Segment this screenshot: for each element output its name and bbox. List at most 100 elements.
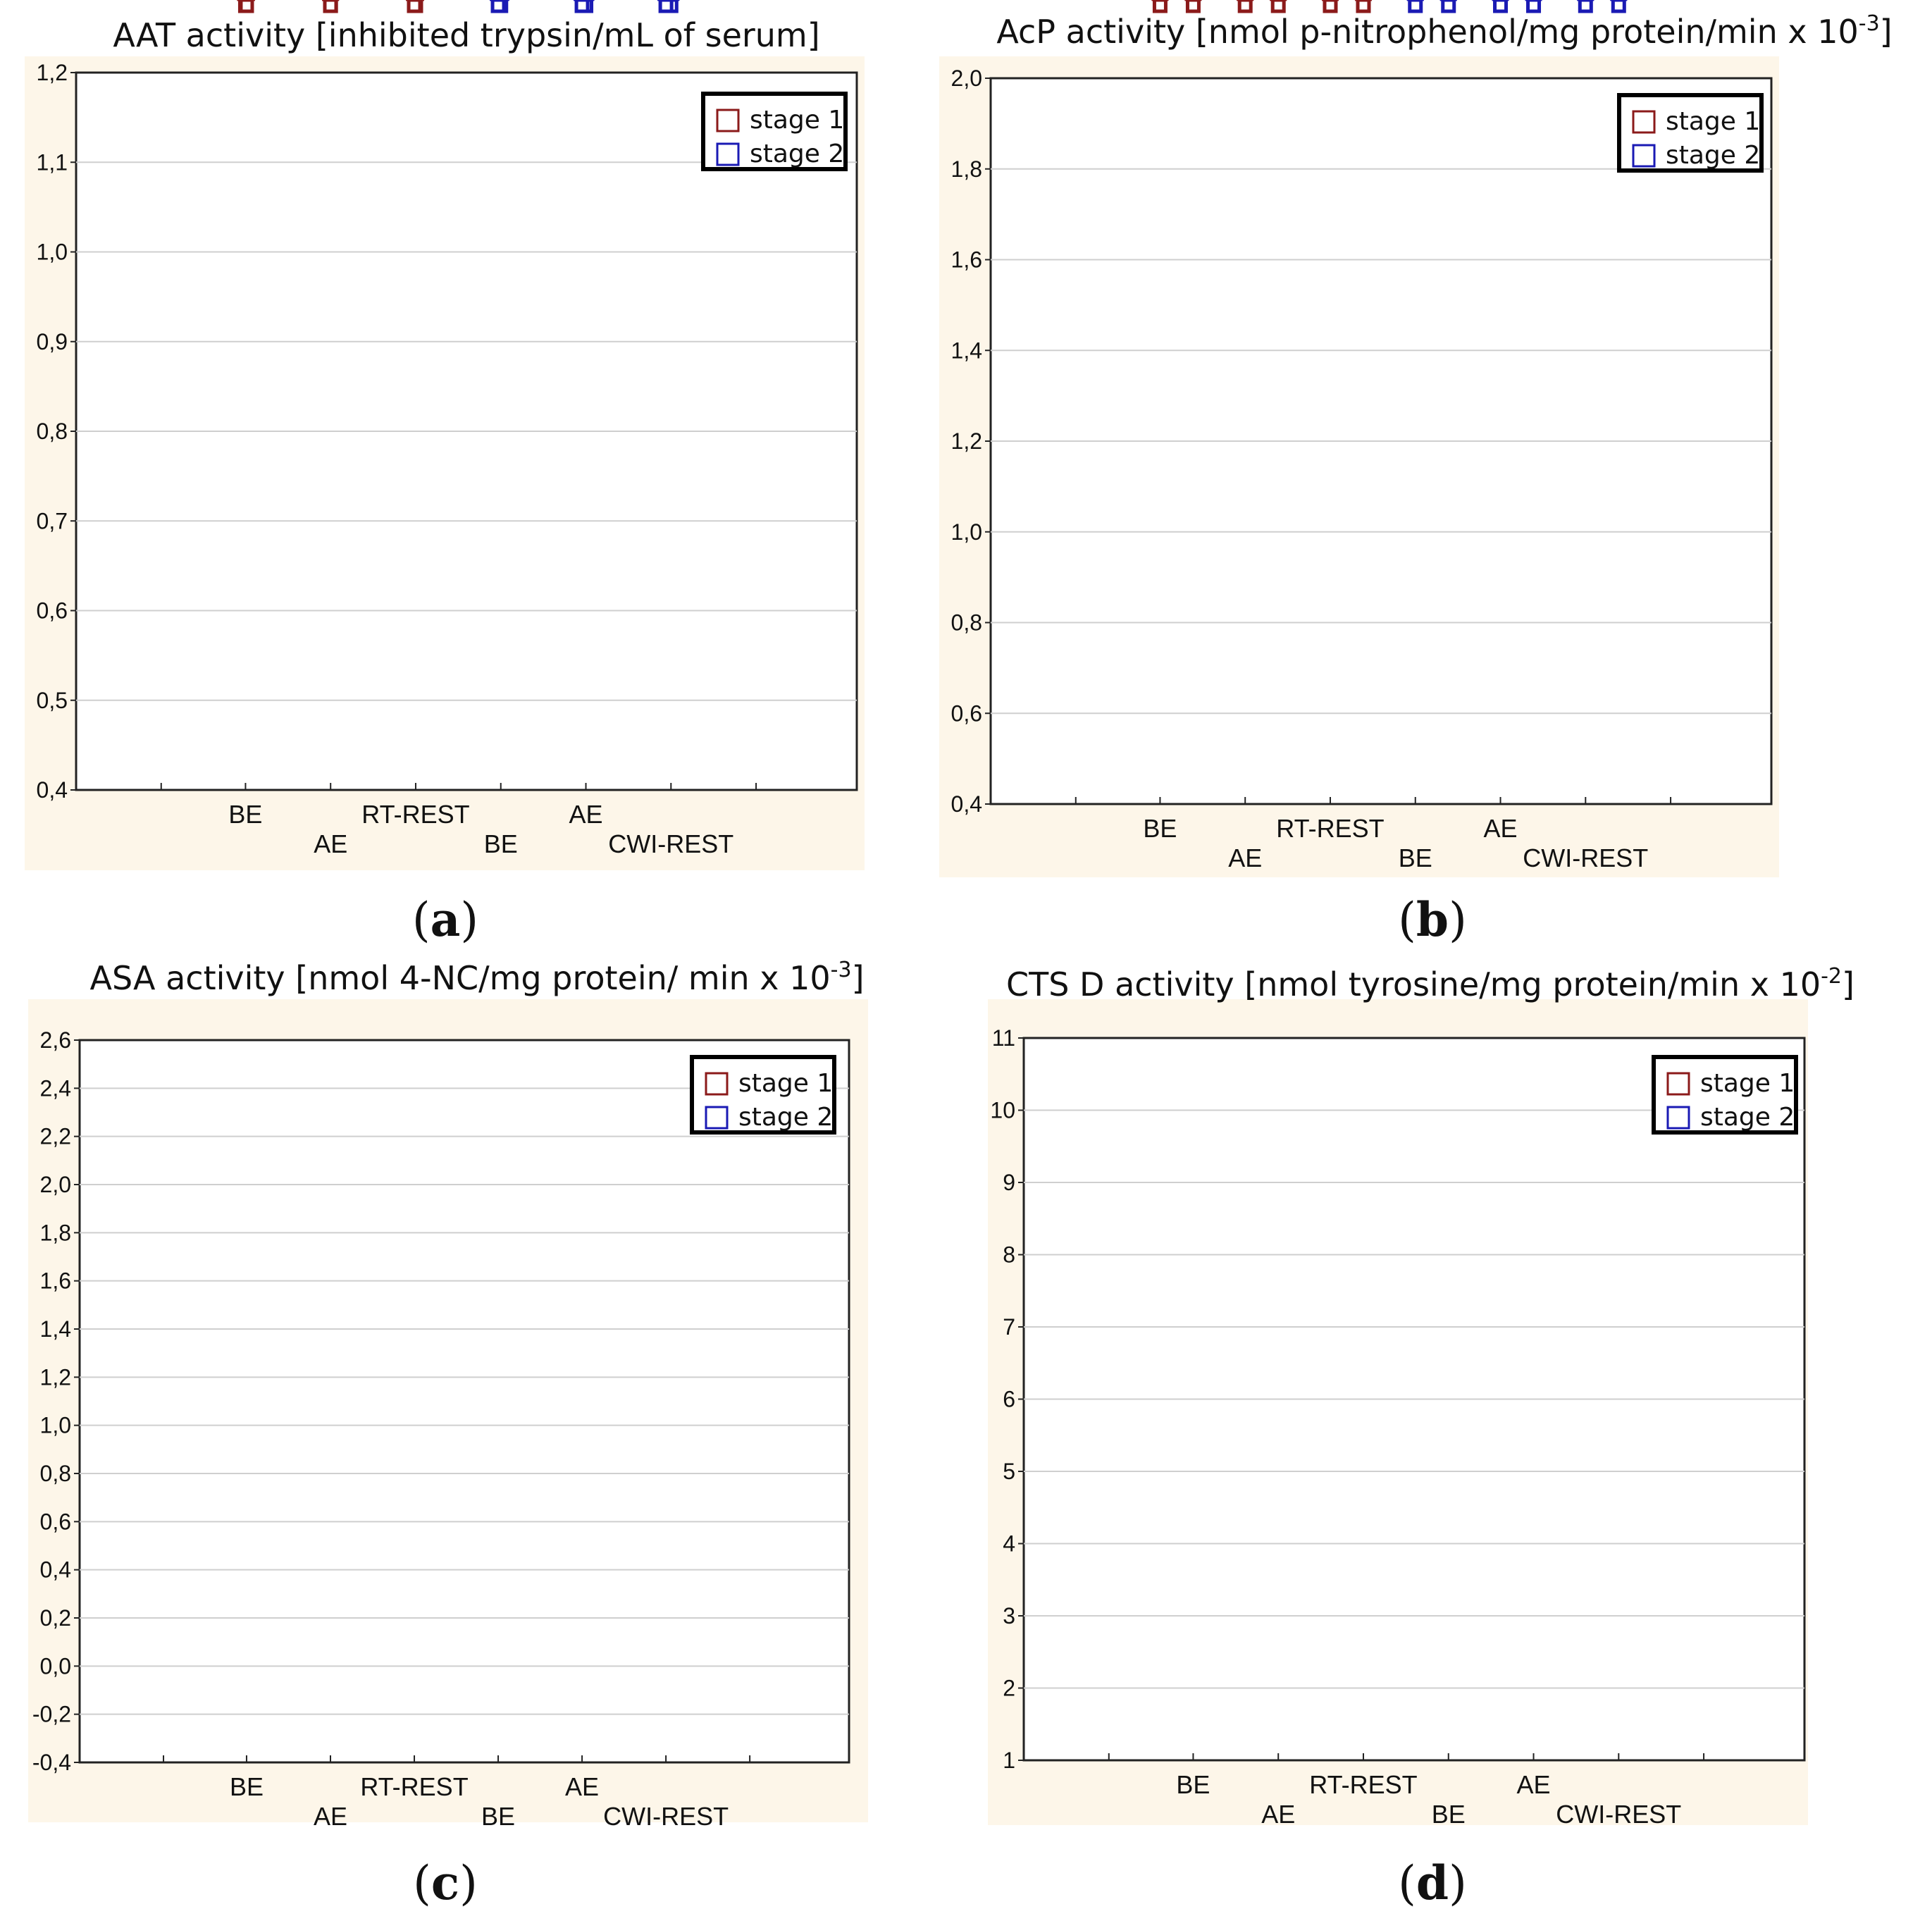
category-label: CWI-REST [603, 1802, 729, 1831]
y-tick-label: 10 [990, 1098, 1015, 1123]
y-tick-label: -0,2 [32, 1702, 71, 1727]
y-tick-label: 1,0 [37, 240, 68, 265]
box-stage1-ae-mean-marker [1237, 0, 1253, 13]
box-stage2-cwi-rest-mean-marker [658, 0, 674, 13]
category-label: RT-REST [1309, 1770, 1417, 1799]
chart-title-main: AAT activity [inhibited trypsin/mL of se… [113, 16, 819, 54]
chart-title-main: CTS D activity [nmol tyrosine/mg protein… [1006, 965, 1821, 1003]
legend-label-stage1: stage 1 [1666, 107, 1760, 136]
category-label: AE [565, 1772, 599, 1801]
legend: stage 1 stage 2 [1652, 1055, 1798, 1135]
legend-swatch-stage2 [1632, 144, 1656, 168]
y-tick-label: 1,2 [951, 428, 982, 454]
y-tick-label: 7 [1003, 1314, 1015, 1340]
y-tick-label: 2,4 [40, 1075, 71, 1101]
y-tick-label: 0,4 [40, 1557, 71, 1583]
plot-area [78, 1039, 850, 1764]
y-tick-label: 1,4 [951, 338, 982, 363]
chart-panel-b: 0,4 0,6 0,8 1,0 1,2 1,4 1,6 1,8 2,0 BE AE RT-REST BE… [939, 0, 1893, 947]
y-tick-label: 0,2 [40, 1605, 71, 1631]
y-tick-label: 0,8 [951, 610, 982, 636]
panel-letter-close: ) [459, 1856, 478, 1910]
category-label: BE [1432, 1800, 1466, 1829]
panel-letter: (c) [413, 1855, 478, 1910]
y-tick-label: 2,0 [951, 66, 982, 91]
y-tick-label: 0,6 [951, 700, 982, 726]
category-label: AE [314, 829, 347, 858]
legend-label-stage1: stage 1 [738, 1069, 833, 1098]
chart-title-tail: ] [1880, 13, 1893, 51]
legend-swatch-stage2 [705, 1106, 729, 1130]
chart-title: ASA activity [nmol 4-NC/mg protein/ min … [89, 958, 864, 997]
box-stage1-rt-rest-mean-marker [1323, 0, 1338, 13]
chart-title-superscript: -2 [1821, 964, 1842, 989]
box-stage1-ae-mean-marker [1270, 0, 1286, 13]
box-stage2-be-mean-marker [490, 0, 506, 13]
y-tick-label: 1 [1003, 1748, 1015, 1773]
category-label: RT-REST [361, 800, 469, 829]
category-label: CWI-REST [1556, 1800, 1681, 1829]
y-tick-label: 0,7 [37, 508, 68, 533]
panel-letter-open: ( [413, 1856, 431, 1910]
category-label: RT-REST [1276, 814, 1384, 843]
legend-swatch-stage2 [716, 142, 740, 166]
legend-swatch-stage1 [1666, 1072, 1690, 1096]
chart-title: CTS D activity [nmol tyrosine/mg protein… [1006, 964, 1854, 1003]
legend-label-stage2: stage 2 [750, 140, 844, 168]
legend-swatch-stage1 [1632, 110, 1656, 134]
y-tick-label: 1,2 [37, 60, 68, 85]
y-tick-label: 1,0 [951, 519, 982, 545]
chart-title-main: ASA activity [nmol 4-NC/mg protein/ min … [89, 959, 830, 997]
category-label: BE [230, 1772, 264, 1801]
y-tick-label: 0,4 [951, 791, 982, 817]
panel-letter-char: c [431, 1855, 459, 1910]
legend-swatch-stage1 [705, 1072, 729, 1096]
y-tick-label: 2,6 [40, 1027, 71, 1053]
box-stage2-be-mean-marker [1441, 0, 1456, 13]
legend: stage 1 stage 2 [690, 1055, 836, 1135]
category-label: BE [1143, 814, 1177, 843]
box-stage1-be-mean-marker [1152, 0, 1168, 13]
category-label: AE [1484, 814, 1518, 843]
legend-label-stage2: stage 2 [1666, 141, 1760, 170]
y-tick-label: 11 [992, 1025, 1015, 1051]
y-tick-label: 2,2 [40, 1124, 71, 1149]
category-label: AE [1517, 1770, 1551, 1799]
box-stage1-rt-rest-mean-marker [407, 0, 422, 13]
legend-swatch-stage1 [716, 109, 740, 132]
panel-letter-char: a [431, 892, 461, 947]
box-stage2-be-mean-marker [1408, 0, 1423, 13]
chart-title-tail: ] [852, 959, 865, 997]
box-stage1-be-mean-marker [239, 0, 254, 13]
y-tick-label: 1,0 [40, 1413, 71, 1438]
chart-panel-d: 1234567891011BEAERT-RESTBEAECWI-RESTstag… [988, 0, 1854, 1910]
category-label: BE [481, 1802, 515, 1831]
y-tick-label: 0,6 [37, 598, 68, 624]
panel-letter-close: ) [460, 893, 478, 947]
chart-title-superscript: -3 [1859, 11, 1880, 36]
box-stage2-ae-mean-marker [1526, 0, 1542, 13]
box-stage1-rt-rest-mean-marker [1356, 0, 1371, 13]
legend-label-stage2: stage 2 [1700, 1103, 1795, 1132]
legend: stage 1 stage 2 [1617, 93, 1764, 173]
box-stage2-cwi-rest-mean-marker [1611, 0, 1626, 13]
panel-letter-open: ( [412, 893, 431, 947]
chart-title: AAT activity [inhibited trypsin/mL of se… [113, 16, 819, 54]
box-stage2-cwi-rest-mean-marker [1578, 0, 1593, 13]
box-stage1-be-mean-marker [1185, 0, 1201, 13]
y-tick-label: 0,5 [37, 688, 68, 713]
legend: stage 1 stage 2 [701, 92, 848, 171]
y-tick-label: 0,9 [37, 329, 68, 354]
category-label: BE [1399, 844, 1432, 872]
panel-letter-open: ( [1398, 893, 1416, 947]
panel-letter-char: b [1416, 892, 1449, 947]
panel-letter: (a) [412, 892, 478, 947]
chart-title-tail: ] [1842, 965, 1854, 1003]
y-tick-label: -0,4 [32, 1750, 71, 1775]
category-label: AE [569, 800, 603, 829]
box-stage1-ae-mean-marker [323, 0, 338, 13]
category-label: AE [1261, 1800, 1295, 1829]
chart-panel-c: -0,4 -0,2 0,0 0,2 0,4 0,6 0,8 1,0 1,2 1,4 1,6 1,8 2,… [28, 0, 868, 1910]
panel-letter-char: d [1416, 1855, 1449, 1910]
